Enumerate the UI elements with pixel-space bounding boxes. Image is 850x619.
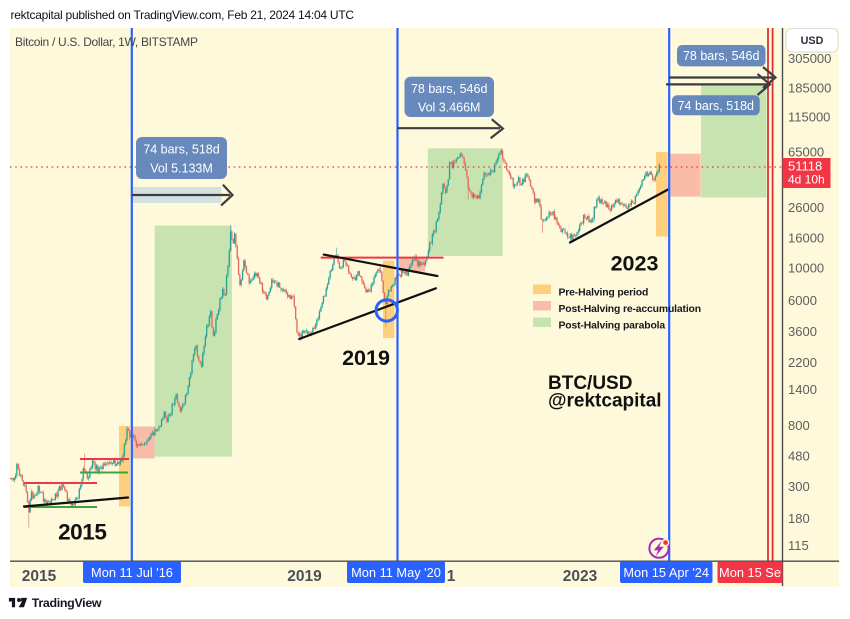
svg-text:305000: 305000 (788, 51, 831, 66)
svg-text:4d 10h: 4d 10h (788, 173, 825, 187)
svg-text:180: 180 (788, 511, 810, 526)
svg-text:480: 480 (788, 449, 810, 464)
svg-text:Post-Halving re-accumulation: Post-Halving re-accumulation (559, 304, 701, 315)
svg-text:2200: 2200 (788, 355, 817, 370)
svg-text:Vol 3.466M: Vol 3.466M (418, 100, 481, 114)
svg-text:2019: 2019 (287, 568, 322, 585)
svg-text:16000: 16000 (788, 230, 824, 245)
svg-text:115: 115 (788, 538, 809, 553)
svg-text:2023: 2023 (563, 568, 598, 585)
svg-text:Post-Halving parabola: Post-Halving parabola (559, 321, 666, 332)
svg-text:3600: 3600 (788, 324, 817, 339)
svg-text:Mon 11 May '20: Mon 11 May '20 (351, 565, 441, 580)
svg-text:74 bars, 518d: 74 bars, 518d (143, 143, 219, 157)
svg-text:115000: 115000 (788, 110, 830, 125)
svg-text:2015: 2015 (58, 520, 106, 545)
svg-text:78 bars, 546d: 78 bars, 546d (411, 82, 487, 96)
svg-text:Mon 15 Apr '24: Mon 15 Apr '24 (623, 565, 709, 580)
svg-text:10000: 10000 (788, 261, 824, 276)
svg-text:Pre-Halving period: Pre-Halving period (559, 288, 649, 299)
svg-text:2015: 2015 (22, 568, 57, 585)
svg-text:TradingView: TradingView (32, 596, 102, 610)
svg-text:USD: USD (801, 35, 824, 47)
svg-text:800: 800 (788, 418, 810, 433)
svg-text:1400: 1400 (788, 382, 817, 397)
svg-text:74 bars, 518d: 74 bars, 518d (678, 99, 754, 113)
svg-text:2023: 2023 (611, 252, 659, 276)
svg-text:Vol 5.133M: Vol 5.133M (150, 162, 213, 176)
svg-text:2019: 2019 (342, 346, 390, 370)
svg-text:185000: 185000 (788, 80, 831, 95)
svg-text:1: 1 (447, 568, 456, 585)
svg-text:300: 300 (788, 479, 810, 494)
svg-text:BTC/USD: BTC/USD (548, 373, 632, 394)
svg-text:Mon 11 Jul '16: Mon 11 Jul '16 (91, 565, 173, 580)
svg-text:6000: 6000 (788, 293, 817, 308)
svg-text:51118: 51118 (788, 159, 822, 174)
svg-text:78 bars, 546d: 78 bars, 546d (683, 49, 759, 63)
svg-text:26000: 26000 (788, 200, 824, 215)
svg-text:@rektcapital: @rektcapital (548, 391, 662, 412)
svg-text:Mon 15 Se: Mon 15 Se (719, 565, 781, 580)
svg-text:rektcapital published on Tradi: rektcapital published on TradingView.com… (11, 8, 355, 22)
svg-text:65000: 65000 (788, 144, 824, 159)
svg-text:Bitcoin / U.S. Dollar, 1W, BIT: Bitcoin / U.S. Dollar, 1W, BITSTAMP (15, 35, 198, 49)
